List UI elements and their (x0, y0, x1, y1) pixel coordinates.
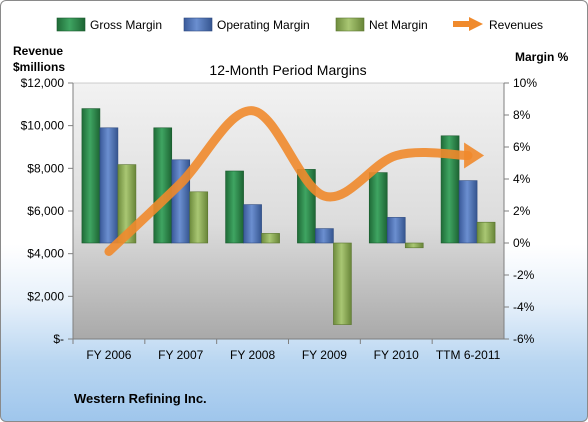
legend-item-net-margin: Net Margin (335, 17, 428, 32)
bar-gross-margin-fy-2010 (368, 172, 388, 244)
bar-operating-margin-fy-2010 (386, 217, 406, 244)
bar-net-margin-fy-2009 (333, 242, 352, 325)
legend-swatch-net-margin (335, 17, 365, 32)
legend-item-operating-margin: Operating Margin (183, 17, 310, 32)
bar-operating-margin-fy-2009 (315, 228, 334, 244)
right-axis-tick-label: 0% (513, 236, 531, 250)
x-axis-tick-label: FY 2008 (230, 348, 275, 362)
bar-operating-margin-ttm-6-2011 (458, 180, 478, 244)
right-axis-tick-label: 4% (513, 172, 531, 186)
left-axis-tick-label: $6,000 (27, 204, 64, 218)
legend: Gross Margin Operating Margin Net Margin… (56, 17, 543, 32)
bar-gross-margin-fy-2006 (81, 108, 101, 244)
left-axis-tick-label: $12,000 (21, 76, 65, 90)
right-axis-tick-label: 8% (513, 108, 531, 122)
left-axis-tick-label: $- (53, 332, 64, 346)
legend-label-operating-margin: Operating Margin (217, 18, 310, 32)
right-axis-tick-label: 10% (513, 76, 537, 90)
left-axis-label-line2: $millions (13, 60, 65, 74)
legend-label-gross-margin: Gross Margin (90, 18, 162, 32)
left-axis-tick-label: $10,000 (21, 119, 65, 133)
legend-arrow-revenues (469, 17, 483, 31)
left-axis-tick-label: $8,000 (27, 161, 64, 175)
left-axis-tick-label: $4,000 (27, 247, 64, 261)
right-axis-tick-label: 6% (513, 140, 531, 154)
bar-net-margin-fy-2006 (117, 164, 137, 244)
bar-gross-margin-fy-2007 (153, 127, 173, 244)
left-axis-label-line1: Revenue (13, 44, 63, 58)
right-axis-tick-label: 2% (513, 204, 531, 218)
chart-title: 12-Month Period Margins (209, 62, 366, 78)
x-axis-tick-label: FY 2006 (86, 348, 131, 362)
right-axis-tick-label: -4% (513, 300, 535, 314)
company-name: Western Refining Inc. (74, 391, 207, 406)
right-axis-tick-label: -6% (513, 332, 535, 346)
right-axis-tick-label: -2% (513, 268, 535, 282)
legend-item-gross-margin: Gross Margin (56, 17, 162, 32)
legend-label-revenues: Revenues (489, 18, 543, 32)
legend-swatch-operating-margin (183, 17, 213, 32)
x-axis-tick-label: FY 2007 (158, 348, 203, 362)
revenue-line-layer (104, 106, 485, 257)
plot-area (72, 82, 505, 340)
bar-operating-margin-fy-2008 (243, 204, 262, 244)
bar-net-margin-fy-2007 (189, 191, 209, 244)
left-axis-tick-label: $2,000 (27, 289, 64, 303)
legend-item-revenues: Revenues (453, 17, 543, 32)
x-axis-tick-label: FY 2009 (302, 348, 347, 362)
bar-net-margin-ttm-6-2011 (476, 221, 496, 244)
bar-net-margin-fy-2010 (404, 242, 424, 249)
x-axis-tick-label: FY 2010 (374, 348, 419, 362)
axes-layer: $- $2,000 $4,000 $6,000 $8,000 $10,000 $12,000… (21, 76, 538, 362)
legend-label-net-margin: Net Margin (369, 18, 428, 32)
right-axis-label: Margin % (515, 50, 569, 64)
legend-swatch-gross-margin (56, 17, 86, 32)
bar-operating-margin-fy-2006 (99, 127, 119, 244)
line-revenues-arrowhead (464, 142, 485, 169)
x-axis-tick-label: TTM 6-2011 (436, 348, 501, 362)
bar-net-margin-fy-2008 (261, 233, 280, 244)
bar-gross-margin-fy-2008 (225, 170, 244, 244)
